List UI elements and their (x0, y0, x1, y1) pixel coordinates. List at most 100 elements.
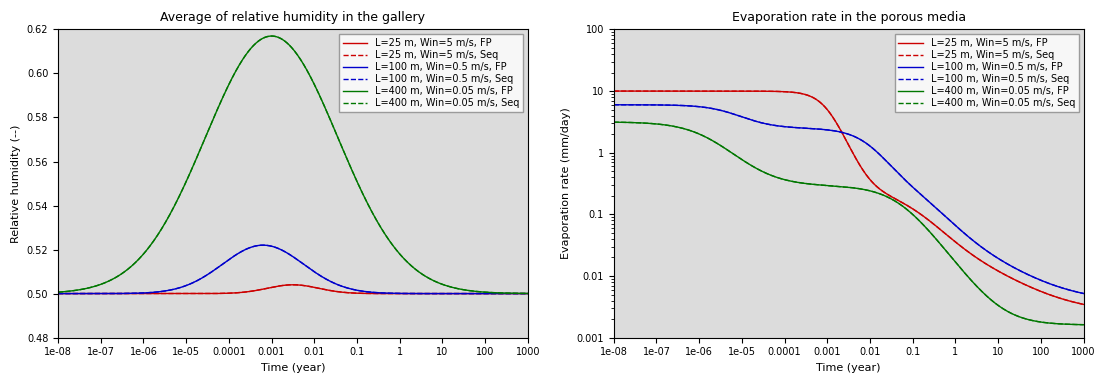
Line: L=100 m, Win=0.5 m/s, Seq: L=100 m, Win=0.5 m/s, Seq (58, 245, 528, 294)
L=100 m, Win=0.5 m/s, Seq (105, 291, 118, 296)
L=400 m, Win=0.05 m/s, Seq (689, 130, 702, 135)
L=100 m, Win=0.5 m/s, Seq (462, 291, 475, 296)
L=25 m, Win=5 m/s, Seq (513, 291, 526, 296)
L=400 m, Win=0.05 m/s, FP (808, 182, 821, 187)
L=25 m, Win=5 m/s, Seq (661, 89, 674, 93)
L=25 m, Win=5 m/s, Seq (1068, 300, 1082, 305)
L=400 m, Win=0.05 m/s, Seq (252, 39, 266, 43)
L=25 m, Win=5 m/s, Seq (133, 291, 146, 296)
L=25 m, Win=5 m/s, FP (689, 89, 702, 93)
L=400 m, Win=0.05 m/s, Seq (513, 291, 526, 296)
L=25 m, Win=5 m/s, Seq (462, 291, 475, 296)
L=100 m, Win=0.5 m/s, Seq (521, 291, 535, 296)
L=100 m, Win=0.5 m/s, FP (787, 125, 800, 130)
Y-axis label: Relative humidity (--): Relative humidity (--) (11, 124, 21, 243)
L=400 m, Win=0.05 m/s, FP (513, 291, 526, 296)
L=25 m, Win=5 m/s, Seq (607, 89, 620, 93)
L=100 m, Win=0.5 m/s, Seq (661, 103, 674, 108)
L=100 m, Win=0.5 m/s, Seq (1077, 291, 1090, 296)
L=100 m, Win=0.5 m/s, Seq (787, 125, 800, 130)
L=400 m, Win=0.05 m/s, FP (661, 123, 674, 127)
Line: L=400 m, Win=0.05 m/s, Seq: L=400 m, Win=0.05 m/s, Seq (613, 122, 1084, 325)
L=400 m, Win=0.05 m/s, FP (521, 291, 535, 296)
L=400 m, Win=0.05 m/s, FP (231, 65, 245, 69)
L=400 m, Win=0.05 m/s, FP (105, 277, 118, 282)
L=400 m, Win=0.05 m/s, FP (252, 39, 266, 43)
L=25 m, Win=5 m/s, FP (787, 90, 800, 95)
Line: L=400 m, Win=0.05 m/s, FP: L=400 m, Win=0.05 m/s, FP (613, 122, 1084, 325)
L=25 m, Win=5 m/s, FP (287, 283, 300, 287)
L=100 m, Win=0.5 m/s, FP (231, 251, 245, 256)
Line: L=400 m, Win=0.05 m/s, Seq: L=400 m, Win=0.05 m/s, Seq (58, 36, 528, 293)
L=25 m, Win=5 m/s, Seq (252, 288, 266, 292)
Line: L=25 m, Win=5 m/s, Seq: L=25 m, Win=5 m/s, Seq (58, 285, 528, 294)
L=25 m, Win=5 m/s, FP (133, 291, 146, 296)
L=100 m, Win=0.5 m/s, Seq (808, 126, 821, 131)
L=25 m, Win=5 m/s, FP (607, 89, 620, 93)
L=400 m, Win=0.05 m/s, FP (462, 288, 475, 293)
L=400 m, Win=0.05 m/s, FP (265, 34, 278, 38)
L=25 m, Win=5 m/s, Seq (51, 291, 64, 296)
Title: Evaporation rate in the porous media: Evaporation rate in the porous media (732, 11, 965, 24)
L=100 m, Win=0.5 m/s, FP (1077, 291, 1090, 296)
L=400 m, Win=0.05 m/s, FP (133, 256, 146, 261)
Line: L=25 m, Win=5 m/s, FP: L=25 m, Win=5 m/s, FP (58, 285, 528, 294)
L=100 m, Win=0.5 m/s, Seq (689, 104, 702, 109)
L=100 m, Win=0.5 m/s, FP (689, 104, 702, 109)
L=400 m, Win=0.05 m/s, Seq (1017, 316, 1031, 321)
L=25 m, Win=5 m/s, FP (1068, 300, 1082, 305)
X-axis label: Time (year): Time (year) (817, 363, 881, 373)
L=400 m, Win=0.05 m/s, Seq (51, 290, 64, 295)
Line: L=100 m, Win=0.5 m/s, Seq: L=100 m, Win=0.5 m/s, Seq (613, 105, 1084, 293)
L=100 m, Win=0.5 m/s, FP (661, 103, 674, 108)
L=25 m, Win=5 m/s, Seq (787, 90, 800, 95)
L=100 m, Win=0.5 m/s, Seq (231, 251, 245, 256)
L=400 m, Win=0.05 m/s, Seq (1068, 322, 1082, 327)
L=100 m, Win=0.5 m/s, FP (105, 291, 118, 296)
L=100 m, Win=0.5 m/s, Seq (257, 243, 270, 247)
L=25 m, Win=5 m/s, Seq (105, 291, 118, 296)
Line: L=400 m, Win=0.05 m/s, FP: L=400 m, Win=0.05 m/s, FP (58, 36, 528, 293)
L=100 m, Win=0.5 m/s, FP (257, 243, 270, 247)
L=25 m, Win=5 m/s, Seq (521, 291, 535, 296)
L=100 m, Win=0.5 m/s, Seq (133, 291, 146, 295)
L=25 m, Win=5 m/s, FP (51, 291, 64, 296)
L=400 m, Win=0.05 m/s, Seq (607, 120, 620, 124)
L=100 m, Win=0.5 m/s, Seq (513, 291, 526, 296)
L=400 m, Win=0.05 m/s, Seq (265, 34, 278, 38)
Legend: L=25 m, Win=5 m/s, FP, L=25 m, Win=5 m/s, Seq, L=100 m, Win=0.5 m/s, FP, L=100 m: L=25 m, Win=5 m/s, FP, L=25 m, Win=5 m/s… (339, 34, 523, 112)
L=400 m, Win=0.05 m/s, FP (51, 290, 64, 295)
L=25 m, Win=5 m/s, FP (462, 291, 475, 296)
Line: L=100 m, Win=0.5 m/s, FP: L=100 m, Win=0.5 m/s, FP (58, 245, 528, 294)
L=25 m, Win=5 m/s, FP (1077, 302, 1090, 307)
L=25 m, Win=5 m/s, FP (105, 291, 118, 296)
L=25 m, Win=5 m/s, Seq (689, 89, 702, 93)
L=100 m, Win=0.5 m/s, Seq (607, 103, 620, 107)
X-axis label: Time (year): Time (year) (261, 363, 325, 373)
L=25 m, Win=5 m/s, FP (661, 89, 674, 93)
Y-axis label: Evaporation rate (mm/day): Evaporation rate (mm/day) (561, 108, 571, 260)
L=100 m, Win=0.5 m/s, FP (1068, 289, 1082, 294)
L=100 m, Win=0.5 m/s, Seq (51, 291, 64, 296)
L=25 m, Win=5 m/s, FP (808, 96, 821, 101)
L=400 m, Win=0.05 m/s, Seq (231, 65, 245, 69)
L=25 m, Win=5 m/s, Seq (1077, 302, 1090, 307)
L=400 m, Win=0.05 m/s, Seq (133, 256, 146, 261)
L=400 m, Win=0.05 m/s, FP (1077, 323, 1090, 327)
L=400 m, Win=0.05 m/s, FP (689, 130, 702, 135)
L=100 m, Win=0.5 m/s, FP (133, 291, 146, 295)
L=400 m, Win=0.05 m/s, Seq (521, 291, 535, 296)
L=25 m, Win=5 m/s, FP (513, 291, 526, 296)
L=400 m, Win=0.05 m/s, Seq (808, 182, 821, 187)
L=400 m, Win=0.05 m/s, Seq (787, 179, 800, 184)
L=400 m, Win=0.05 m/s, Seq (1077, 323, 1090, 327)
Line: L=25 m, Win=5 m/s, FP: L=25 m, Win=5 m/s, FP (613, 91, 1084, 305)
L=25 m, Win=5 m/s, Seq (808, 96, 821, 101)
L=100 m, Win=0.5 m/s, FP (51, 291, 64, 296)
L=400 m, Win=0.05 m/s, FP (787, 179, 800, 184)
L=100 m, Win=0.5 m/s, FP (1017, 270, 1031, 275)
L=400 m, Win=0.05 m/s, Seq (661, 123, 674, 127)
L=100 m, Win=0.5 m/s, FP (521, 291, 535, 296)
Title: Average of relative humidity in the gallery: Average of relative humidity in the gall… (161, 11, 425, 24)
L=400 m, Win=0.05 m/s, Seq (462, 288, 475, 293)
